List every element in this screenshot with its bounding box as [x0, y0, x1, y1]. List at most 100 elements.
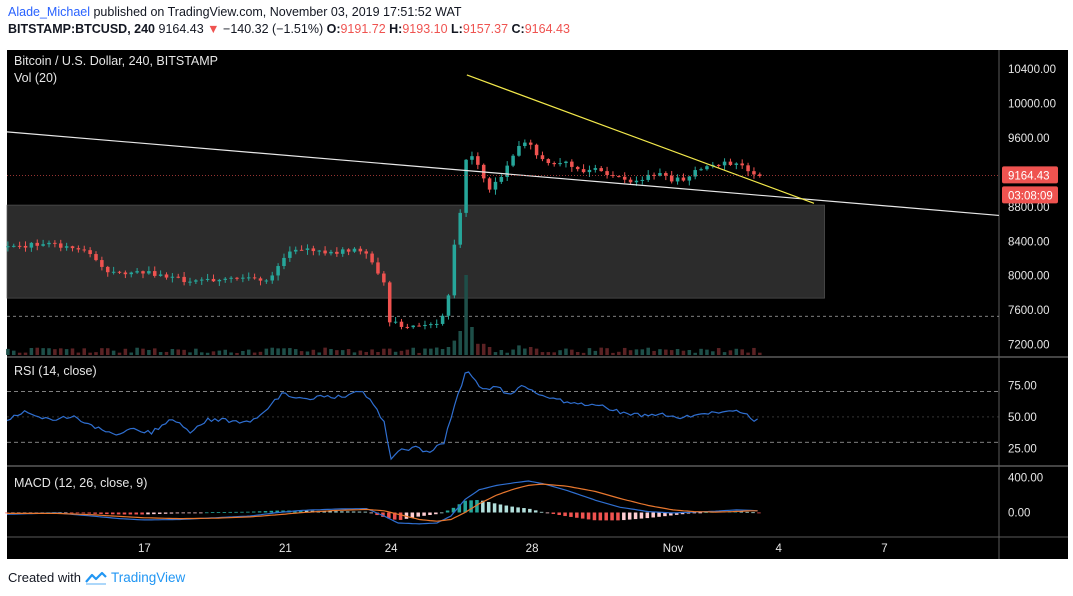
macd-histogram-bar [257, 511, 262, 513]
time-tick-label: Nov [663, 543, 684, 555]
volume-bar [411, 347, 415, 355]
volume-bar [387, 348, 392, 355]
candle-body [223, 278, 227, 280]
volume-bar [669, 350, 674, 355]
candle-body [528, 142, 533, 145]
macd-histogram-bar [463, 500, 467, 513]
macd-histogram-bar [545, 512, 550, 514]
volume-bar [752, 347, 756, 355]
volume-bar [205, 352, 210, 355]
volume-bar [329, 348, 333, 355]
macd-histogram-bar [298, 510, 303, 513]
candle-body [123, 272, 128, 275]
volume-bar [546, 352, 551, 355]
candle-body [622, 176, 627, 180]
volume-bar [605, 348, 609, 355]
volume-bar [417, 352, 421, 355]
volume-bar [511, 349, 515, 355]
macd-histogram-bar [387, 512, 391, 519]
tradingview-brand-link[interactable]: TradingView [110, 570, 186, 585]
volume-bar [188, 352, 192, 355]
volume-bar [575, 352, 580, 355]
volume-bar [722, 352, 727, 355]
candle-body [258, 278, 263, 281]
rsi-tick-label: 50.00 [1008, 412, 1037, 424]
candle-body [446, 295, 451, 316]
candle-body [581, 169, 586, 173]
descending-trendline [466, 74, 815, 204]
volume-bar [94, 352, 98, 355]
macd-histogram-bar [87, 512, 92, 514]
candle-body [458, 212, 462, 245]
candle-body [634, 180, 639, 183]
candle-body [752, 171, 756, 175]
volume-bar [458, 331, 462, 355]
macd-histogram-bar [228, 511, 232, 513]
volume-bar [346, 349, 351, 355]
candle-body [705, 166, 709, 170]
macd-histogram-bar [363, 511, 368, 513]
volume-bar [481, 343, 486, 355]
volume-bar [288, 348, 292, 355]
candle-body [575, 166, 580, 170]
volume-bar [528, 347, 533, 355]
candle-body [58, 243, 63, 248]
candle-body [552, 163, 556, 165]
candle-body [464, 159, 468, 213]
candle-body [728, 161, 733, 165]
candle-body [135, 271, 139, 273]
volume-bar [740, 349, 744, 355]
created-with-text: Created with [8, 570, 81, 585]
volume-bar [152, 348, 157, 355]
rsi-label: RSI (14, close) [14, 364, 97, 378]
author-link[interactable]: Alade_Michael [8, 5, 90, 19]
macd-histogram-bar [175, 512, 180, 514]
ohlc-header: BITSTAMP:BTCUSD, 240 9164.43 ▼ −140.32 (… [8, 22, 570, 36]
macd-histogram-bar [381, 512, 385, 517]
volume-bar [617, 351, 621, 355]
volume-bar [211, 351, 216, 355]
volume-bar [470, 327, 474, 355]
macd-histogram-bar [704, 512, 708, 514]
volume-bar [276, 348, 280, 355]
volume-bar [64, 349, 69, 355]
volume-bar [158, 352, 163, 355]
macd-histogram-bar [169, 512, 174, 514]
macd-histogram-bar [498, 504, 503, 513]
volume-bar [35, 347, 40, 355]
volume-bar [675, 349, 680, 355]
volume-bar [305, 351, 310, 355]
macd-histogram-bar [392, 512, 397, 520]
macd-histogram-bar [669, 512, 673, 516]
candle-body [411, 325, 415, 328]
volume-bar [129, 352, 134, 355]
volume-bar [716, 348, 721, 355]
macd-histogram-bar [439, 512, 444, 514]
macd-histogram-bar [745, 511, 749, 513]
candle-body [23, 245, 28, 248]
candle-body [546, 159, 551, 164]
long-trendline [6, 131, 1000, 217]
macd-histogram-bar [204, 512, 209, 514]
candle-body [423, 324, 427, 327]
macd-histogram-bar [152, 512, 156, 515]
candle-body [382, 273, 386, 283]
candle-body [476, 156, 480, 165]
macd-histogram-bar [187, 512, 191, 514]
candle-body [499, 176, 504, 182]
candle-body [693, 170, 697, 177]
macd-histogram-bar [751, 512, 755, 514]
candle-body [317, 250, 321, 252]
signal-line [7, 483, 758, 522]
open-value: 9191.72 [340, 22, 386, 36]
macd-histogram-bar [328, 511, 332, 513]
volume-bar [323, 347, 327, 355]
candle-body [6, 246, 10, 248]
macd-histogram-bar [216, 512, 221, 513]
volume-bar [652, 350, 656, 355]
candle-body [246, 277, 251, 279]
volume-bar [646, 347, 650, 355]
volume-bar [23, 352, 28, 355]
candle-body [716, 164, 721, 166]
